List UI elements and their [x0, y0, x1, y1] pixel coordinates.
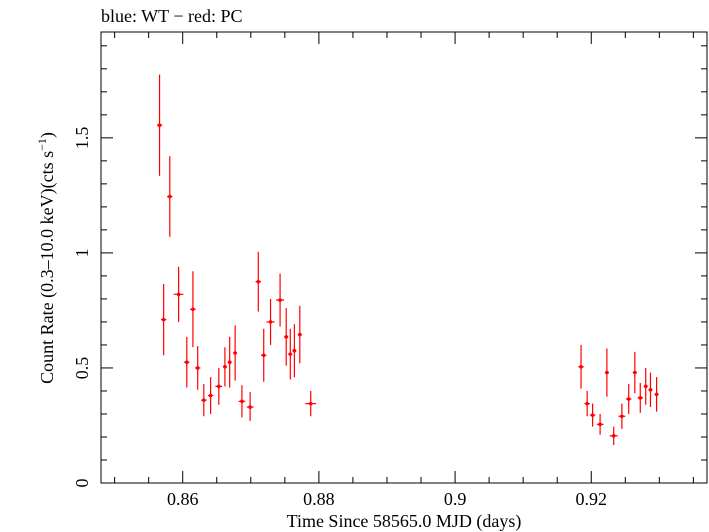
y-axis: 0 0.5 1 1.5 [72, 45, 707, 488]
y-tick-label: 1 [72, 248, 92, 257]
y-tick-label: 0 [72, 479, 92, 488]
data-point [215, 367, 223, 405]
data-point [589, 403, 596, 427]
point-marker [620, 414, 624, 419]
data-point [618, 403, 626, 429]
data-point [643, 367, 648, 405]
x-axis: 0.86 0.88 0.9 0.92 [114, 32, 694, 509]
point-marker [633, 370, 637, 375]
data-point [255, 251, 262, 312]
point-marker [643, 384, 648, 389]
point-marker [654, 392, 659, 397]
data-point [609, 426, 618, 446]
data-point [266, 298, 275, 345]
point-marker [256, 279, 261, 284]
point-marker [579, 364, 583, 369]
data-point [604, 348, 609, 397]
point-marker [268, 320, 273, 324]
point-marker [626, 397, 631, 401]
x-tick-label: 0.88 [303, 489, 335, 509]
data-point [156, 74, 163, 176]
point-marker [648, 388, 653, 392]
data-point [261, 328, 267, 382]
point-marker [176, 292, 181, 297]
x-tick-label: 0.86 [167, 489, 199, 509]
data-point [288, 328, 293, 380]
data-point [160, 283, 167, 356]
point-marker [167, 194, 172, 199]
data-point [637, 382, 643, 413]
data-point [584, 390, 590, 417]
data-point [648, 372, 653, 408]
data-point [222, 347, 227, 387]
point-marker [590, 413, 595, 417]
point-marker [261, 353, 266, 358]
point-marker [223, 364, 227, 369]
data-point [654, 377, 659, 412]
point-marker [208, 393, 213, 398]
data-point [284, 308, 289, 366]
data-point [275, 273, 285, 327]
point-marker [191, 307, 195, 312]
data-points [156, 74, 659, 446]
x-axis-label: Time Since 58565.0 MJD (days) [287, 511, 522, 532]
point-marker [298, 332, 302, 337]
plot-frame [100, 31, 708, 484]
point-marker [202, 398, 206, 402]
point-marker [288, 352, 293, 356]
data-point [292, 324, 297, 378]
point-marker [184, 360, 189, 364]
data-point [305, 390, 317, 417]
point-marker [240, 399, 244, 404]
data-point [233, 325, 238, 381]
data-point [246, 392, 254, 421]
data-point [207, 377, 214, 414]
point-marker [308, 401, 313, 406]
point-marker [278, 298, 282, 302]
point-marker [161, 317, 166, 322]
data-point [632, 351, 637, 394]
data-point [227, 336, 232, 388]
chart-title: blue: WT − red: PC [101, 6, 242, 26]
point-marker [292, 348, 297, 353]
point-marker [157, 123, 162, 127]
data-point [578, 344, 584, 389]
point-marker [605, 370, 609, 375]
y-tick-label: 0.5 [72, 357, 92, 380]
y-tick-label: 1.5 [72, 127, 92, 150]
x-tick-label: 0.92 [575, 489, 607, 509]
data-point [194, 346, 201, 390]
point-marker [195, 366, 200, 370]
y-axis-label-end: ) [37, 132, 58, 138]
point-marker [233, 351, 237, 355]
point-marker [598, 422, 602, 427]
data-point [190, 271, 196, 348]
data-point [167, 156, 173, 237]
data-point [173, 266, 184, 322]
y-axis-label-superscript: −1 [35, 138, 49, 151]
data-point [625, 384, 632, 414]
point-marker [227, 360, 232, 364]
y-axis-label-main: Count Rate (0.3–10.0 keV)(cts s [37, 151, 58, 384]
point-marker [248, 405, 252, 409]
point-marker [611, 434, 616, 438]
point-marker [216, 384, 221, 389]
data-point [201, 384, 207, 417]
x-tick-label: 0.9 [444, 489, 467, 509]
data-point [596, 413, 604, 435]
point-marker [585, 401, 589, 406]
data-point [238, 385, 246, 418]
point-marker [284, 335, 289, 339]
data-point [297, 305, 302, 364]
data-point [184, 336, 190, 388]
point-marker [638, 396, 643, 400]
y-axis-label: Count Rate (0.3–10.0 keV)(cts s−1) [35, 132, 58, 384]
